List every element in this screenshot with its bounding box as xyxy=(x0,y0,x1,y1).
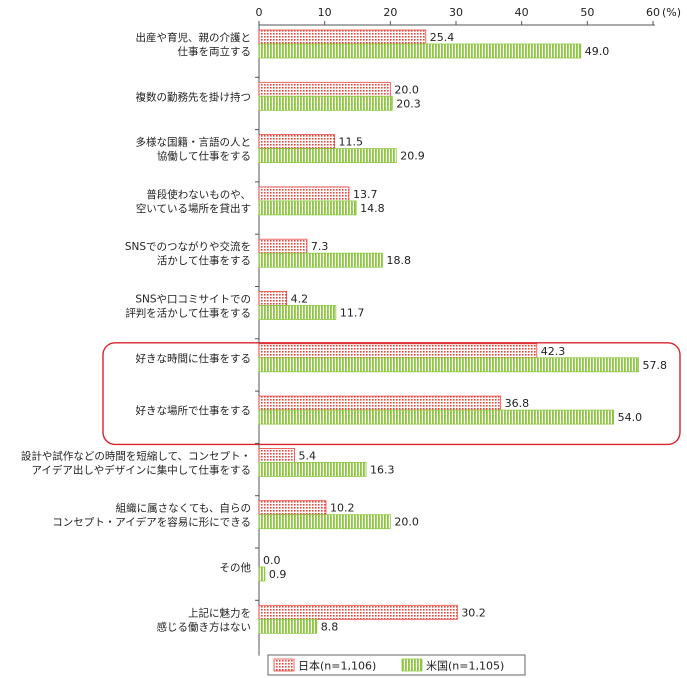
data-label: 4.2 xyxy=(291,293,309,306)
bar-japan xyxy=(258,81,391,97)
data-label: 0.9 xyxy=(269,568,287,581)
bar-japan xyxy=(258,134,335,150)
data-label: 8.8 xyxy=(321,620,339,633)
category-label: 感じる働き方はない xyxy=(157,620,252,633)
category-label: アイデア出しやデザインに集中して仕事をする xyxy=(31,463,251,476)
data-label: 49.0 xyxy=(585,45,610,58)
data-label: 0.0 xyxy=(263,554,281,567)
category-label: 好きな場所で仕事をする xyxy=(136,404,252,417)
data-label: 57.8 xyxy=(643,359,668,372)
legend-label: 米国(n=1,105) xyxy=(426,660,504,673)
data-label: 5.4 xyxy=(298,449,316,462)
x-tick-label: 60 xyxy=(646,6,660,19)
data-label: 30.2 xyxy=(461,606,486,619)
bar-japan xyxy=(258,291,287,306)
x-tick-label: 0 xyxy=(256,6,263,19)
category-label: SNSでのつながりや交流を xyxy=(125,240,251,253)
data-label: 13.7 xyxy=(353,188,378,201)
bar-japan xyxy=(258,186,350,202)
data-label: 10.2 xyxy=(330,502,355,515)
data-label: 20.9 xyxy=(400,150,425,163)
data-label: 16.3 xyxy=(370,463,395,476)
bar-japan xyxy=(258,343,538,359)
data-label: 20.0 xyxy=(394,83,419,96)
data-label: 54.0 xyxy=(618,411,643,424)
x-tick-label: 50 xyxy=(580,6,594,19)
bar-usa xyxy=(258,200,357,216)
bar-japan xyxy=(258,29,427,45)
legend-box xyxy=(267,654,526,676)
bar-usa xyxy=(258,409,615,425)
data-label: 20.0 xyxy=(394,516,419,529)
data-label: 42.3 xyxy=(541,345,566,358)
data-label: 20.3 xyxy=(396,97,421,110)
bar-japan xyxy=(258,395,502,411)
category-label: その他 xyxy=(220,561,252,574)
category-label: 出産や育児、親の介護と xyxy=(136,31,252,44)
bar-usa xyxy=(258,148,397,164)
category-label: コンセプト・アイデアを容易に形にできる xyxy=(52,516,251,529)
highlight-box xyxy=(102,342,681,446)
category-label: 空いている場所を貸出す xyxy=(136,202,251,215)
unit-label: (%) xyxy=(662,6,681,19)
x-tick-label: 20 xyxy=(383,6,397,19)
x-tick-label: 10 xyxy=(318,6,332,19)
legend-swatch xyxy=(273,658,295,672)
x-tick-label: 40 xyxy=(515,6,529,19)
bar-usa xyxy=(258,514,391,530)
category-label: 普段使わないものや、 xyxy=(146,188,251,201)
category-label: 仕事を両立する xyxy=(178,45,252,58)
bar-japan xyxy=(258,500,327,516)
bar-usa xyxy=(258,566,266,582)
data-label: 36.8 xyxy=(505,397,530,410)
category-label: 多様な国籍・言語の人と xyxy=(136,136,252,149)
bar-usa xyxy=(258,461,367,477)
data-label: 14.8 xyxy=(360,202,385,215)
data-label: 25.4 xyxy=(430,31,455,44)
category-label: 上記に魅力を xyxy=(188,606,251,619)
category-label: SNSや口コミサイトでの xyxy=(135,294,251,306)
category-label: 設計や試作などの時間を短縮して、コンセプト・ xyxy=(21,449,251,462)
bar-japan xyxy=(258,604,458,620)
data-label: 11.5 xyxy=(339,136,364,149)
legend-swatch xyxy=(401,658,423,672)
category-label: 複数の勤務先を掛け持つ xyxy=(136,90,252,103)
category-label: 活かして仕事をする xyxy=(157,254,251,267)
bar-usa xyxy=(258,252,383,268)
data-label: 7.3 xyxy=(311,240,329,253)
data-label: 11.7 xyxy=(340,307,365,320)
category-label: 好きな時間に仕事をする xyxy=(136,352,252,365)
bar-usa xyxy=(258,95,393,111)
data-label: 18.8 xyxy=(386,254,411,267)
bar-usa xyxy=(258,43,582,59)
legend-label: 日本(n=1,106) xyxy=(298,659,376,673)
bar-usa xyxy=(258,305,337,320)
category-label: 組織に属さなくても、自らの xyxy=(116,502,251,515)
bar-japan xyxy=(258,447,295,463)
category-label: 評判を活かして仕事をする xyxy=(125,307,251,320)
category-label: 協働して仕事をする xyxy=(157,150,251,163)
bar-usa xyxy=(258,618,318,634)
bar-japan xyxy=(258,238,308,254)
x-tick-label: 30 xyxy=(449,6,463,19)
bar-usa xyxy=(258,357,639,373)
